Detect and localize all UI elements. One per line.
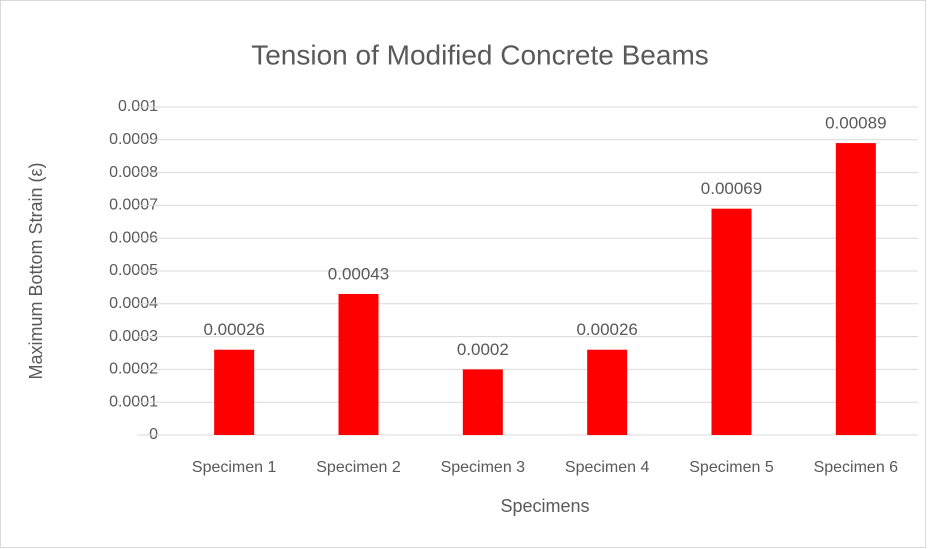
y-tick-label: 0.0004 — [109, 295, 158, 312]
data-label: 0.00026 — [203, 320, 264, 339]
x-tick-label: Specimen 6 — [814, 459, 899, 476]
data-label: 0.00069 — [701, 179, 762, 198]
bar — [338, 293, 379, 435]
x-tick-label: Specimen 1 — [192, 459, 277, 476]
data-label: 0.00089 — [825, 114, 886, 133]
y-tick-label: 0.0005 — [109, 262, 158, 279]
x-tick-label: Specimen 4 — [565, 459, 650, 476]
y-tick-label: 0.0008 — [109, 164, 158, 181]
bar — [462, 369, 503, 435]
y-axis-title: Maximum Bottom Strain (ε) — [26, 162, 46, 379]
x-tick-label: Specimen 3 — [441, 459, 526, 476]
y-tick-label: 0.0001 — [109, 393, 158, 410]
chart-title: Tension of Modified Concrete Beams — [251, 39, 709, 70]
x-axis-title: Specimens — [500, 496, 589, 516]
x-tick-label: Specimen 5 — [689, 459, 774, 476]
data-label: 0.00026 — [576, 320, 637, 339]
y-tick-label: 0.0006 — [109, 229, 158, 246]
data-label: 0.00043 — [328, 264, 389, 283]
y-tick-label: 0.0002 — [109, 361, 158, 378]
data-label: 0.0002 — [457, 340, 509, 359]
bar — [214, 349, 255, 435]
bar — [711, 208, 752, 435]
x-tick-label: Specimen 2 — [316, 459, 401, 476]
bar — [835, 143, 876, 435]
y-tick-label: 0.0003 — [109, 328, 158, 345]
y-tick-label: 0.0007 — [109, 197, 158, 214]
y-tick-label: 0.0009 — [109, 131, 158, 148]
bar — [587, 349, 628, 435]
